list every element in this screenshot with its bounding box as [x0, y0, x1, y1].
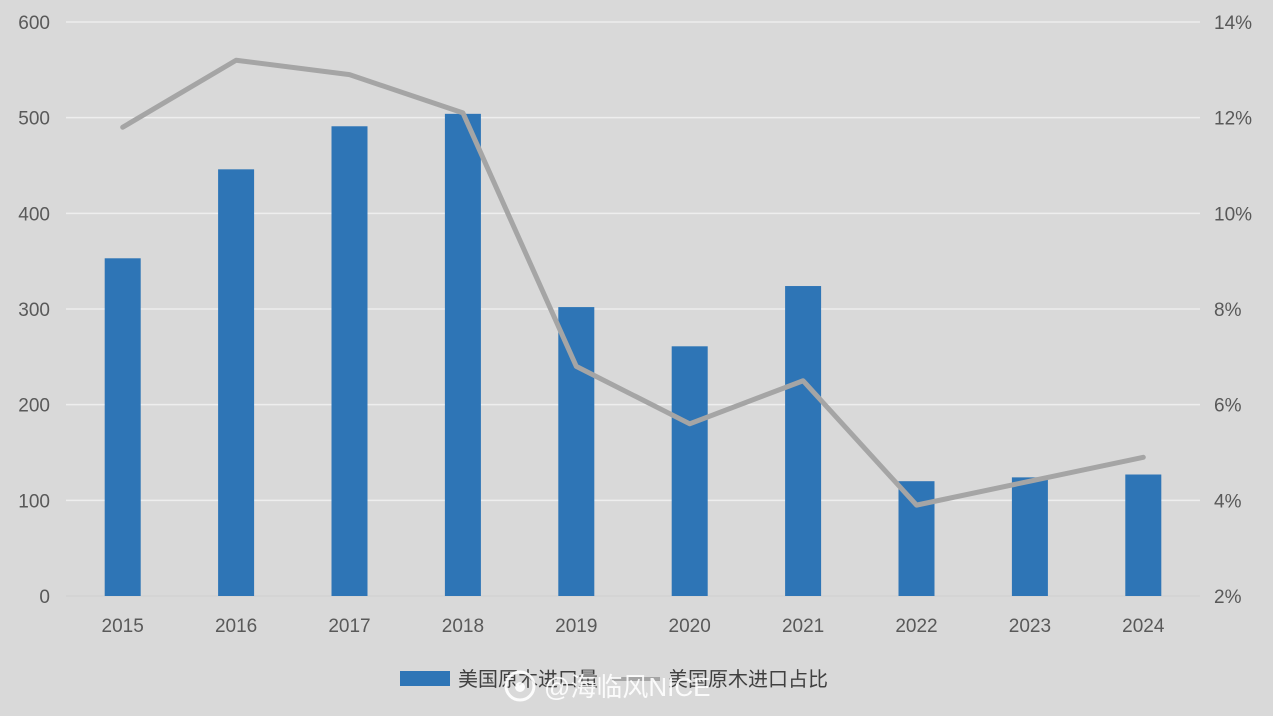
y-left-tick-label: 400 — [18, 204, 50, 225]
legend-line-label: 美国原木进口占比 — [668, 668, 828, 691]
watermark-text: @海临风NICE — [544, 672, 711, 702]
x-axis: 2015 2016 2017 2018 2019 2020 2021 2022 2023 2024 — [102, 616, 1165, 637]
bar — [444, 113, 481, 596]
x-tick-label: 2023 — [1009, 616, 1051, 637]
right-axis: 2% 4% 6% 8% 10% 12% 14% — [1214, 13, 1252, 608]
x-tick-label: 2015 — [102, 616, 144, 637]
line-path — [120, 57, 1146, 508]
weibo-logo-icon — [504, 670, 536, 702]
bar — [558, 307, 595, 596]
y-left-tick-label: 100 — [18, 491, 50, 512]
y-right-tick-label: 6% — [1214, 396, 1242, 417]
x-tick-label: 2020 — [669, 616, 711, 637]
bar — [898, 481, 935, 596]
y-right-tick-label: 2% — [1214, 587, 1242, 608]
line-series — [120, 57, 1146, 508]
y-left-tick-label: 0 — [39, 587, 50, 608]
watermark: @海临风NICE — [504, 670, 711, 702]
x-tick-label: 2018 — [442, 616, 484, 637]
left-axis: 0 100 200 300 400 500 600 — [18, 13, 50, 608]
x-tick-label: 2021 — [782, 616, 824, 637]
y-right-tick-label: 14% — [1214, 13, 1252, 34]
bar — [331, 126, 368, 596]
x-tick-label: 2016 — [215, 616, 257, 637]
bar-series — [104, 113, 1162, 596]
y-left-tick-label: 200 — [18, 396, 50, 417]
legend-bar-label: 美国原木进口量 — [458, 668, 598, 691]
y-right-tick-label: 8% — [1214, 300, 1242, 321]
legend: 美国原木进口量 美国原木进口占比 — [400, 668, 828, 691]
y-left-tick-label: 300 — [18, 300, 50, 321]
x-tick-label: 2019 — [555, 616, 597, 637]
bar — [1125, 474, 1162, 596]
bar — [104, 258, 141, 596]
y-right-tick-label: 4% — [1214, 491, 1242, 512]
x-tick-label: 2017 — [328, 616, 370, 637]
bar — [671, 346, 708, 596]
x-tick-label: 2022 — [895, 616, 937, 637]
y-left-tick-label: 500 — [18, 109, 50, 130]
bar — [218, 169, 255, 596]
bar — [785, 286, 822, 596]
legend-bar-swatch — [400, 671, 450, 686]
y-left-tick-label: 600 — [18, 13, 50, 34]
y-right-tick-label: 10% — [1214, 204, 1252, 225]
y-right-tick-label: 12% — [1214, 109, 1252, 130]
x-tick-label: 2024 — [1122, 616, 1165, 637]
bar — [1011, 477, 1048, 596]
gridlines — [66, 21, 1200, 597]
